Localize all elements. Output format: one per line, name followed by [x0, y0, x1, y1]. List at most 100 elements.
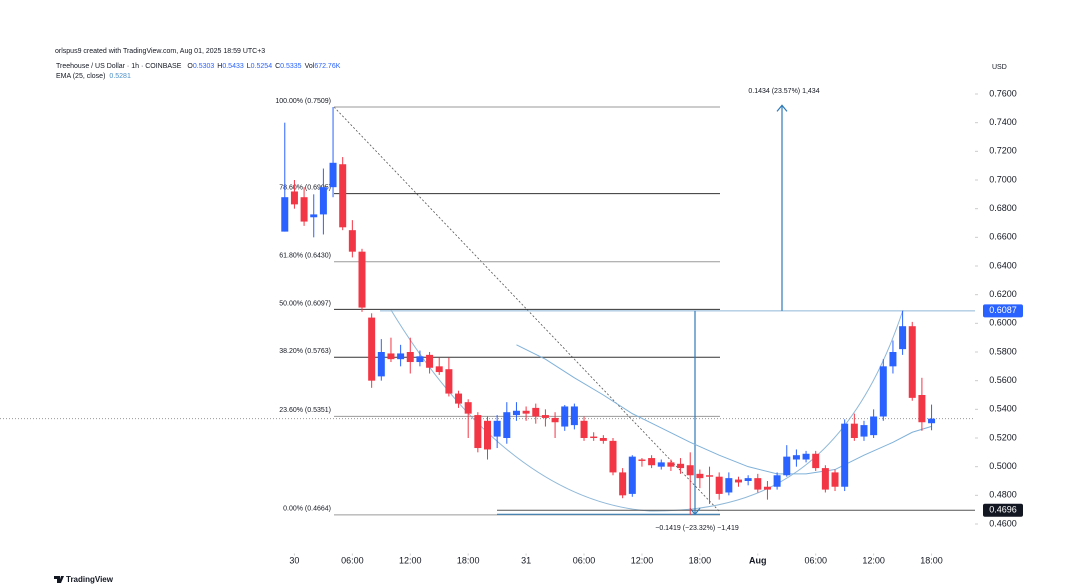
candle-body [319, 187, 327, 215]
candle-body [416, 356, 424, 363]
y-tick-label: 0.5400 [989, 404, 1017, 414]
candle-body [590, 436, 598, 439]
ohlc-key: H [217, 63, 222, 70]
candle-body [329, 162, 337, 188]
candle-body [725, 478, 733, 493]
candle-body [522, 410, 530, 414]
candle-body [754, 478, 762, 490]
ohlc-key: O [187, 63, 193, 70]
indicator: EMA (25, close) [56, 73, 105, 80]
candle-body [281, 197, 289, 232]
ohlc-value: 0.5254 [251, 63, 273, 70]
candle-body [503, 412, 511, 439]
candle-body [435, 366, 443, 373]
fib-label: 78.60% (0.6905) [279, 184, 331, 191]
y-tick-label: 0.7200 [989, 146, 1017, 156]
ohlc-value: 0.5335 [280, 63, 302, 70]
x-tick-label: 18:00 [457, 555, 480, 565]
candle-body [455, 393, 463, 404]
ema-line [516, 344, 932, 475]
candle-body [300, 197, 308, 222]
footer: TradingView [54, 575, 114, 584]
ohlc: O0.5303 H0.5433 L0.5254 C0.5335 Vol672.76K [187, 63, 340, 70]
y-tick-label: 0.6000 [989, 318, 1017, 328]
candle-body [667, 462, 675, 467]
candle-body [648, 458, 656, 466]
fib-label: 50.00% (0.6097) [279, 300, 331, 307]
candle-body [599, 438, 607, 441]
currency: USD [992, 64, 1007, 71]
y-tick-label: 0.7000 [989, 174, 1017, 184]
price-axis: 0.4600 0.4800 0.5000 0.5200 0.5400 0.5600 0.58… [975, 88, 1017, 528]
y-tick-label: 0.6400 [989, 260, 1017, 270]
x-tick-label: 30 [289, 555, 299, 565]
candle-body [609, 440, 617, 473]
candle-body [348, 230, 356, 252]
candle-body [744, 478, 752, 482]
candle-body [734, 479, 742, 483]
y-tick-label: 0.5000 [989, 461, 1017, 471]
y-tick-label: 0.7400 [989, 117, 1017, 127]
fib-label: 38.20% (0.5763) [279, 348, 331, 355]
x-tick-label: Aug [749, 555, 767, 565]
indicator-value: 0.5281 [109, 73, 131, 80]
y-tick-label: 0.5200 [989, 432, 1017, 442]
candle-body [812, 453, 820, 469]
candle-body [290, 191, 298, 205]
price-tag [983, 503, 1023, 517]
candle-body [339, 164, 347, 228]
ohlc-value: 0.5433 [222, 63, 244, 70]
candle-body [532, 407, 540, 417]
candle-body [879, 366, 887, 417]
time-axis: 30 06:00 12:00 18:00 31 06:00 12:00 18:00 Aug 06:… [289, 553, 943, 565]
ohlc-key: Vol [305, 63, 315, 70]
x-tick-label: 18:00 [689, 555, 712, 565]
candle-body [802, 453, 810, 460]
candle-body [908, 326, 916, 398]
price-tag-label: 0.6087 [989, 305, 1017, 315]
y-tick-label: 0.4600 [989, 518, 1017, 528]
fib-label: 61.80% (0.6430) [279, 253, 331, 260]
candle-body [696, 473, 704, 479]
candle-body [841, 423, 849, 487]
y-tick-label: 0.5600 [989, 375, 1017, 385]
candle-body [783, 456, 791, 476]
ohlc-key: C [275, 63, 280, 70]
y-tick-label: 0.5800 [989, 346, 1017, 356]
brand: TradingView [66, 575, 114, 584]
candle-body [792, 455, 800, 460]
candle-body [580, 420, 588, 439]
ohlc-value: 0.5303 [193, 63, 215, 70]
candle-body [619, 472, 627, 496]
x-tick-label: 18:00 [920, 555, 943, 565]
candle-body [870, 416, 878, 436]
candle-body [706, 475, 714, 477]
candle-body [657, 462, 665, 467]
candle-body [638, 459, 646, 461]
x-tick-label: 06:00 [804, 555, 827, 565]
candle-body [715, 476, 723, 494]
candle-body [387, 353, 395, 360]
candle-body [493, 420, 501, 437]
legend-ema: EMA (25, close) 0.5281 [56, 73, 131, 80]
candle-body [860, 425, 868, 437]
candle-body [628, 456, 636, 494]
price-tag-label: 0.4696 [989, 505, 1017, 515]
candle-body [406, 352, 414, 363]
candle-body [474, 415, 482, 449]
plot: 0.4600 0.4800 0.5000 0.5200 0.5400 0.5600 0.58… [0, 88, 1023, 565]
candle-body [426, 354, 434, 368]
candle-body [899, 326, 907, 350]
candle-body [677, 463, 685, 469]
trend-line [333, 106, 721, 513]
candle-body [918, 395, 926, 423]
candle-body [850, 423, 858, 439]
y-tick-label: 0.6600 [989, 232, 1017, 242]
y-tick-label: 0.6800 [989, 203, 1017, 213]
candle-body [397, 353, 405, 360]
measure-arrowhead [776, 104, 788, 112]
logo [54, 576, 64, 583]
candle-body [763, 486, 771, 490]
